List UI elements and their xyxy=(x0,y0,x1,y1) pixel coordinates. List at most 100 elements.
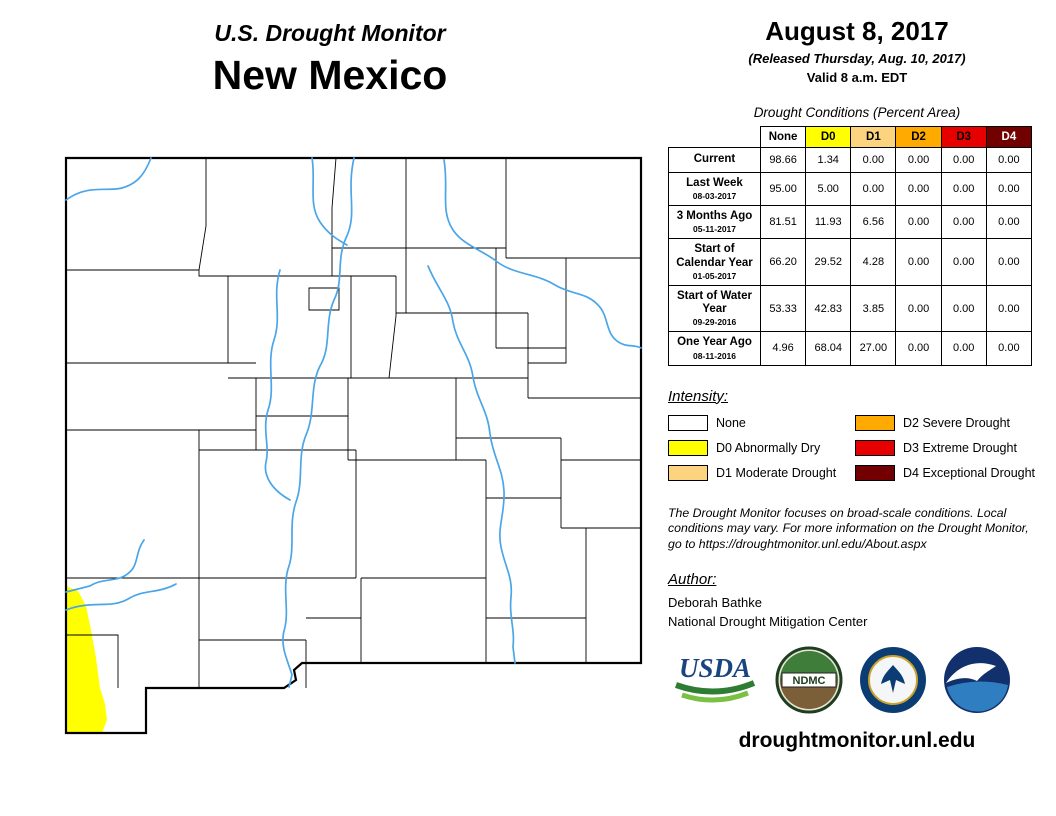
cell-value: 0.00 xyxy=(895,147,942,173)
map-container xyxy=(56,148,656,774)
cell-value: 81.51 xyxy=(759,205,807,240)
cell-value: 68.04 xyxy=(805,331,852,366)
san-juan-river xyxy=(65,157,152,201)
cell-value: 11.93 xyxy=(805,205,852,240)
new-mexico-drought-map xyxy=(64,156,643,735)
cell-value: 66.20 xyxy=(759,238,807,286)
row-label-one-year-ago: One Year Ago 08-11-2016 xyxy=(668,331,761,366)
cell-value: 0.00 xyxy=(940,147,987,173)
d0-swatch xyxy=(668,439,708,456)
cell-value: 0.00 xyxy=(895,171,942,207)
col-header-none: None xyxy=(759,126,807,148)
table-title: Drought Conditions (Percent Area) xyxy=(753,105,961,120)
cell-value: 0.00 xyxy=(850,171,897,207)
row-label-start-water-year: Start of Water Year 09-29-2016 xyxy=(668,284,761,333)
legend-item-d3: D3 Extreme Drought xyxy=(855,439,1046,456)
table-row: Start of Calendar Year 01-05-2017 66.20 … xyxy=(668,238,1033,286)
cell-value: 0.00 xyxy=(985,147,1033,173)
disclaimer-text: The Drought Monitor focuses on broad-sca… xyxy=(668,505,1029,551)
cell-value: 42.83 xyxy=(805,284,852,333)
cell-value: 1.34 xyxy=(805,147,852,173)
legend-title: Intensity: xyxy=(668,387,729,405)
cell-value: 0.00 xyxy=(940,284,987,333)
valid-time: Valid 8 a.m. EDT xyxy=(806,70,908,85)
site-url: droughtmonitor.unl.edu xyxy=(738,728,976,752)
table-row: Start of Water Year 09-29-2016 53.33 42.… xyxy=(668,284,1033,333)
info-panel: August 8, 2017 (Released Thursday, Aug. … xyxy=(668,16,1046,753)
ndmc-logo: NDMC xyxy=(775,646,843,714)
cell-value: 4.28 xyxy=(850,238,897,286)
state-fill xyxy=(66,158,641,733)
author-organization: National Drought Mitigation Center xyxy=(668,613,868,629)
usda-logo: USDA xyxy=(674,653,756,703)
cell-value: 6.56 xyxy=(850,205,897,240)
cell-value: 0.00 xyxy=(985,205,1033,240)
noaa-logo xyxy=(944,646,1010,713)
svg-text:USDA: USDA xyxy=(679,653,751,683)
cell-value: 3.85 xyxy=(850,284,897,333)
rio-puerco-river xyxy=(264,269,291,501)
cell-value: 0.00 xyxy=(895,284,942,333)
author-block: Author: Deborah Bathke National Drought … xyxy=(668,571,1046,629)
table-row: Last Week 08-03-2017 95.00 5.00 0.00 0.0… xyxy=(668,171,1033,207)
chama-river xyxy=(311,157,348,246)
svg-text:NDMC: NDMC xyxy=(793,675,826,687)
intensity-legend: Intensity: None D0 Abnormally Dry D1 Mod… xyxy=(668,388,1046,490)
cell-value: 95.00 xyxy=(759,171,807,207)
cell-value: 0.00 xyxy=(850,147,897,173)
cell-value: 53.33 xyxy=(759,284,807,333)
cell-value: 29.52 xyxy=(805,238,852,286)
county-boundaries xyxy=(66,157,641,688)
cell-value: 0.00 xyxy=(895,205,942,240)
legend-item-d4: D4 Exceptional Drought xyxy=(855,464,1046,481)
gila-river xyxy=(65,583,177,611)
cell-value: 0.00 xyxy=(940,205,987,240)
cell-value: 0.00 xyxy=(940,238,987,286)
d2-swatch xyxy=(855,414,895,431)
col-header-d0: D0 xyxy=(805,126,852,148)
table-row: One Year Ago 08-11-2016 4.96 68.04 27.00… xyxy=(668,331,1033,366)
cell-value: 4.96 xyxy=(759,331,807,366)
d3-swatch xyxy=(855,439,895,456)
cell-value: 98.66 xyxy=(759,147,807,173)
legend-item-d2: D2 Severe Drought xyxy=(855,414,1046,431)
san-francisco-river xyxy=(65,539,145,593)
table-row: Current 98.66 1.34 0.00 0.00 0.00 0.00 xyxy=(668,147,1033,173)
col-header-d3: D3 xyxy=(940,126,987,148)
cell-value: 0.00 xyxy=(895,238,942,286)
none-swatch xyxy=(668,414,708,431)
rio-grande-river xyxy=(282,157,355,688)
state-title: New Mexico xyxy=(212,52,448,98)
legend-item-d0: D0 Abnormally Dry xyxy=(668,439,855,456)
report-title: U.S. Drought Monitor xyxy=(214,20,446,46)
d1-swatch xyxy=(668,464,708,481)
pecos-river xyxy=(427,265,516,664)
commerce-seal-logo xyxy=(860,646,926,713)
col-header-d4: D4 xyxy=(985,126,1033,148)
cell-value: 27.00 xyxy=(850,331,897,366)
cell-value: 0.00 xyxy=(895,331,942,366)
cell-value: 0.00 xyxy=(940,171,987,207)
author-heading: Author: xyxy=(668,570,717,588)
legend-item-none: None xyxy=(668,414,855,431)
cell-value: 0.00 xyxy=(985,238,1033,286)
legend-item-d1: D1 Moderate Drought xyxy=(668,464,855,481)
title-block: U.S. Drought Monitor New Mexico xyxy=(0,20,660,99)
canadian-river xyxy=(443,159,642,349)
drought-conditions-table: None D0 D1 D2 D3 D4 Current 98.66 1.34 0… xyxy=(668,126,1033,366)
row-label-3-months-ago: 3 Months Ago 05-11-2017 xyxy=(668,205,761,240)
release-date: (Released Thursday, Aug. 10, 2017) xyxy=(748,51,966,66)
d0-drought-region xyxy=(66,586,107,733)
cell-value: 0.00 xyxy=(985,284,1033,333)
col-header-d1: D1 xyxy=(850,126,897,148)
rivers xyxy=(65,157,642,688)
row-label-current: Current xyxy=(668,147,761,173)
d4-swatch xyxy=(855,464,895,481)
row-label-last-week: Last Week 08-03-2017 xyxy=(668,171,761,207)
author-name: Deborah Bathke xyxy=(668,594,762,610)
row-label-start-calendar-year: Start of Calendar Year 01-05-2017 xyxy=(668,238,761,286)
map-date: August 8, 2017 xyxy=(765,16,949,46)
cell-value: 0.00 xyxy=(985,171,1033,207)
table-row: 3 Months Ago 05-11-2017 81.51 11.93 6.56… xyxy=(668,205,1033,240)
